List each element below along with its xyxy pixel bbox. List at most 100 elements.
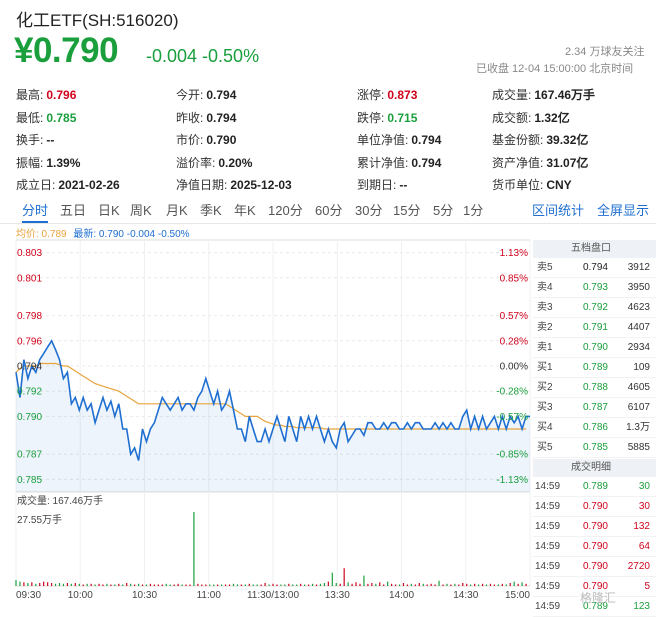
stats-row: 振幅: 1.39% 溢价率: 0.20% 累计净值: 0.794 资产净值: 31.07亿 — [16, 152, 646, 175]
stat-item: 成交量: 167.46万手 — [492, 84, 595, 107]
order-price: 0.786 — [582, 422, 608, 433]
order-price: 0.791 — [582, 322, 608, 333]
volume-label: 成交量: 167.46万手 — [17, 494, 103, 507]
tab-6[interactable]: 年K — [234, 203, 256, 218]
y-tick-label: 0.794 — [17, 362, 42, 373]
tab-11[interactable]: 5分 — [433, 203, 454, 218]
watermark-logo: 格隆汇 — [580, 591, 617, 605]
tab-0[interactable]: 分时 — [22, 200, 49, 223]
order-level: 卖5 — [537, 262, 553, 273]
trade-time: 14:59 — [535, 561, 561, 572]
tab-10[interactable]: 15分 — [393, 203, 421, 218]
stat-label: 今开: — [176, 88, 204, 102]
chart-legend: 均价: 0.789 最新: 0.790 -0.004 -0.50% — [16, 225, 190, 240]
fullscreen-link[interactable]: 全屏显示 — [597, 203, 650, 218]
trade-row: 14:59 0.790 2720 — [533, 557, 656, 577]
order-level: 卖2 — [537, 322, 553, 333]
tab-12[interactable]: 1分 — [463, 203, 484, 218]
trade-time: 14:59 — [535, 581, 561, 592]
stat-label: 振幅: — [16, 155, 44, 170]
y-tick-label: 0.785 — [17, 475, 42, 486]
quote-stats: 最高: 0.796 今开: 0.794 涨停: 0.873 成交量: 167.46万手 最低: 0… — [16, 84, 646, 197]
order-volume: 1.3万 — [626, 422, 650, 433]
price-area — [16, 340, 530, 492]
tab-2[interactable]: 日K — [98, 203, 120, 218]
stat-item: 单位净值: 0.794 — [357, 129, 441, 152]
order-book: 五档盘口 卖5 0.794 3912 卖4 0.793 3950 卖3 0.792 4623 卖2… — [533, 240, 656, 617]
tab-5[interactable]: 季K — [200, 203, 222, 218]
x-tick-label: 15:00 — [505, 590, 530, 601]
stat-item: 净值日期: 2025-12-03 — [176, 174, 292, 197]
stat-value: 31.07亿 — [546, 155, 589, 170]
y-tick-label: 0.787 — [17, 450, 42, 461]
order-book-row: 卖5 0.794 3912 — [533, 258, 656, 278]
stat-value: -- — [46, 133, 55, 147]
order-book-row: 买2 0.788 4605 — [533, 378, 656, 398]
x-tick-label: 14:00 — [389, 590, 414, 601]
tab-3[interactable]: 周K — [130, 203, 152, 218]
pct-tick-label: 0.28% — [500, 336, 528, 347]
tab-4[interactable]: 月K — [166, 203, 188, 218]
x-tick-label: 14:30 — [453, 590, 478, 601]
page-title: 化工ETF(SH:516020) — [16, 11, 179, 30]
stat-item: 今开: 0.794 — [176, 84, 236, 107]
order-book-row: 买5 0.785 5885 — [533, 438, 656, 458]
order-volume: 2934 — [627, 342, 650, 353]
y-tick-label: 0.801 — [17, 273, 42, 284]
pct-tick-label: 1.13% — [500, 248, 528, 259]
stat-item: 资产净值: 31.07亿 — [492, 152, 588, 175]
stat-item: 市价: 0.790 — [176, 129, 236, 152]
price-change: -0.004 -0.50% — [146, 46, 260, 66]
stat-item: 跌停: 0.715 — [357, 107, 417, 130]
x-tick-label: 11:00 — [197, 590, 222, 601]
trade-volume: 30 — [638, 501, 650, 512]
price-line — [15, 339, 530, 461]
stat-value: 0.794 — [411, 155, 442, 170]
trade-price: 0.789 — [582, 481, 608, 492]
tab-8[interactable]: 60分 — [315, 203, 343, 218]
order-price: 0.785 — [582, 442, 608, 453]
order-level: 卖1 — [537, 342, 553, 353]
order-book-row: 卖2 0.791 4407 — [533, 318, 656, 338]
stat-label: 换手: — [16, 133, 44, 147]
order-price: 0.794 — [582, 262, 608, 273]
stat-value: 0.20% — [218, 155, 253, 170]
current-price: ¥0.790 — [14, 31, 119, 70]
trade-price: 0.790 — [582, 521, 608, 532]
tab-9[interactable]: 30分 — [355, 203, 383, 218]
stats-row: 最低: 0.785 昨收: 0.794 跌停: 0.715 成交额: 1.32亿 — [16, 107, 646, 130]
pct-tick-label: 0.85% — [500, 273, 528, 284]
trade-time: 14:59 — [535, 501, 561, 512]
trade-volume: 123 — [633, 601, 650, 612]
avg-price-legend: 均价: 0.789 — [16, 229, 67, 240]
trade-time: 14:59 — [535, 521, 561, 532]
tab-1[interactable]: 五日 — [60, 203, 87, 218]
stat-item: 溢价率: 0.20% — [176, 152, 252, 175]
stat-label: 成交额: — [492, 110, 532, 125]
order-price: 0.787 — [582, 402, 608, 413]
stat-label: 最低: — [16, 110, 44, 125]
y-tick-label: 0.790 — [17, 412, 42, 423]
stat-label: 货币单位: — [492, 178, 544, 192]
x-tick-label: 09:30 — [16, 590, 41, 601]
order-volume: 3950 — [627, 282, 650, 293]
stat-item: 成交额: 1.32亿 — [492, 107, 570, 130]
stat-value: 0.794 — [411, 133, 442, 147]
range-stats-link[interactable]: 区间统计 — [532, 203, 585, 218]
stat-item: 成立日: 2021-02-26 — [16, 174, 120, 197]
volume-max-label: 27.55万手 — [17, 513, 62, 526]
pct-tick-label: 0.57% — [500, 311, 528, 322]
pct-tick-label: -0.57% — [496, 412, 528, 423]
stat-label: 净值日期: — [176, 178, 228, 192]
stat-value: 0.794 — [206, 88, 237, 102]
stat-item: 振幅: 1.39% — [16, 152, 80, 175]
x-tick-label: 10:30 — [132, 590, 157, 601]
stats-row: 成立日: 2021-02-26 净值日期: 2025-12-03 到期日: -- 货币单位:… — [16, 174, 646, 197]
order-price: 0.788 — [582, 382, 608, 393]
stat-item: 昨收: 0.794 — [176, 107, 236, 130]
trades-title: 成交明细 — [533, 459, 656, 477]
tab-7[interactable]: 120分 — [268, 203, 303, 218]
stat-item: 最低: 0.785 — [16, 107, 76, 130]
order-volume: 4605 — [627, 382, 650, 393]
